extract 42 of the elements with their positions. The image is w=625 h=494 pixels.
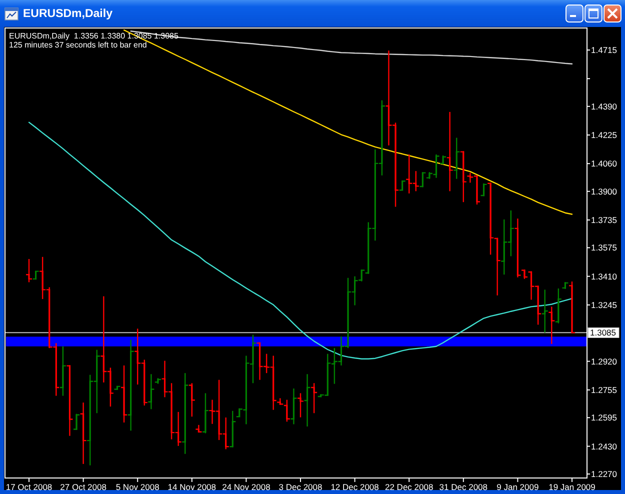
candlestick [148,374,154,410]
ref-line-label: 1.3085 [590,328,616,338]
candlestick [433,154,440,178]
x-tick-label: 3 Dec 2008 [278,482,323,492]
y-tick-label: 1.3575 [591,242,618,253]
candlestick [202,392,208,434]
y-tick-label: 1.4715 [591,45,618,56]
candlestick [446,111,453,192]
y-tick-label: 1.2755 [591,384,618,395]
x-tick-label: 9 Jan 2009 [496,482,539,492]
x-tick-label: 24 Nov 2008 [222,482,271,492]
candlestick [60,346,66,396]
y-tick-label: 1.2920 [591,356,618,366]
y-tick-label: 1.2430 [591,441,618,452]
y-tick-label: 1.2270 [591,469,618,480]
candlestick [74,413,80,431]
candlestick [298,392,304,418]
candlestick [555,288,562,324]
y-tick-label: 1.3900 [591,186,618,196]
x-tick-label: 22 Dec 2008 [385,482,434,492]
candlestick [440,154,446,166]
candlestick [26,258,32,283]
x-tick-label: 14 Nov 2008 [168,482,216,492]
chart-title: EURUSDm,Daily [23,8,114,20]
candlestick [290,388,297,425]
y-tick-label: 1.2595 [591,412,618,423]
annotation: 125 minutes 37 seconds left to bar end [9,40,147,50]
candlestick [420,172,426,188]
y-tick-label: 1.4390 [591,101,618,112]
x-tick-label: 5 Nov 2008 [116,482,160,492]
candlestick [521,268,528,280]
x-tick-label: 27 Oct 2008 [60,482,107,492]
y-tick-label: 1.3410 [591,271,618,282]
x-tick-label: 31 Dec 2008 [439,482,488,492]
candlestick [454,137,460,180]
y-tick-label: 1.4225 [591,130,618,140]
y-tick-label: 1.3245 [591,300,618,310]
x-tick-label: 19 Jan 2009 [548,482,596,492]
x-tick-label: 17 Oct 2008 [6,482,52,492]
x-tick-label: 12 Dec 2008 [330,482,380,492]
y-tick-label: 1.3735 [591,214,618,225]
y-tick-label: 1.4060 [591,158,618,169]
